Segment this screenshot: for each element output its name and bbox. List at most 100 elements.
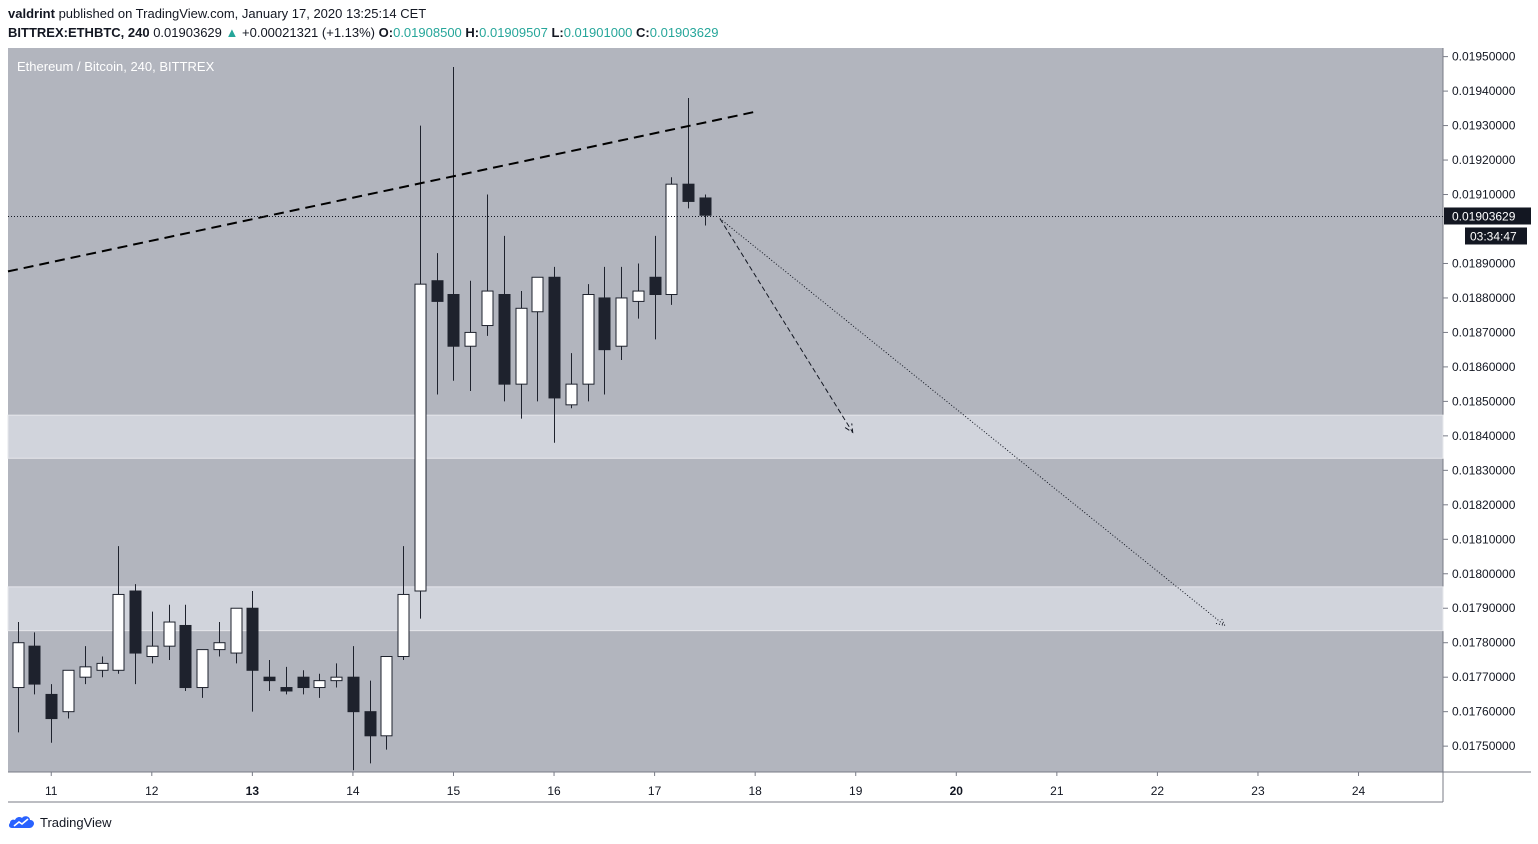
candle[interactable] bbox=[263, 659, 276, 691]
price-axis[interactable] bbox=[1443, 48, 1531, 772]
candle[interactable] bbox=[582, 284, 595, 402]
y-tick-label: 0.01810000 bbox=[1452, 532, 1516, 546]
y-tick-label: 0.01840000 bbox=[1452, 429, 1516, 443]
countdown-tag bbox=[1465, 227, 1527, 245]
support-zone-2[interactable] bbox=[7, 586, 1444, 632]
candle-body-up bbox=[79, 666, 92, 678]
candle[interactable] bbox=[447, 66, 460, 381]
candle-body-up bbox=[230, 607, 243, 654]
support-zone-1[interactable] bbox=[7, 414, 1444, 459]
candle[interactable] bbox=[565, 353, 578, 409]
open-label: O: bbox=[378, 25, 394, 40]
candle-body-up bbox=[163, 621, 176, 647]
candle[interactable] bbox=[464, 280, 477, 392]
candle[interactable] bbox=[498, 235, 511, 402]
candle[interactable] bbox=[531, 276, 544, 402]
x-tick-label: 14 bbox=[346, 784, 360, 798]
x-tick-label: 13 bbox=[246, 784, 260, 798]
candle[interactable] bbox=[213, 622, 226, 657]
candle[interactable] bbox=[615, 266, 628, 361]
candle[interactable] bbox=[515, 291, 528, 419]
candle[interactable] bbox=[649, 235, 662, 340]
candle-body-up bbox=[213, 642, 226, 651]
candle[interactable] bbox=[196, 649, 209, 698]
candle[interactable] bbox=[297, 670, 310, 695]
candle[interactable] bbox=[12, 622, 25, 733]
tradingview-logo[interactable]: TradingView bbox=[8, 814, 112, 830]
candle[interactable] bbox=[699, 194, 712, 226]
y-tick-label: 0.01930000 bbox=[1452, 119, 1516, 133]
candle[interactable] bbox=[380, 656, 393, 750]
candle-body-down bbox=[246, 607, 259, 671]
y-tick-label: 0.01800000 bbox=[1452, 567, 1516, 581]
candle[interactable] bbox=[632, 263, 645, 319]
change-arrow-icon: ▲ bbox=[225, 25, 239, 40]
price-change: +0.00021321 (+1.13%) bbox=[242, 25, 376, 40]
candle[interactable] bbox=[79, 646, 92, 685]
candle[interactable] bbox=[330, 663, 343, 688]
candle[interactable] bbox=[364, 680, 377, 764]
candle[interactable] bbox=[347, 646, 360, 771]
y-tick-label: 0.01950000 bbox=[1452, 50, 1516, 64]
candle-body-down bbox=[548, 276, 561, 399]
candle-body-up bbox=[146, 645, 159, 658]
y-tick-label: 0.01820000 bbox=[1452, 498, 1516, 512]
target-arrow-dotted[interactable] bbox=[719, 218, 1226, 627]
candle[interactable] bbox=[665, 177, 678, 305]
candle-body-down bbox=[431, 280, 444, 302]
candle-body-down bbox=[28, 645, 41, 685]
y-tick-label: 0.01790000 bbox=[1452, 601, 1516, 615]
last-price-tag[interactable] bbox=[1444, 207, 1531, 225]
candle[interactable] bbox=[414, 125, 427, 619]
symbol-info: BITTREX:ETHBTC, 240 0.01903629 ▲ +0.0002… bbox=[8, 25, 718, 40]
x-tick-label: 12 bbox=[145, 784, 159, 798]
candle[interactable] bbox=[96, 656, 109, 678]
candle[interactable] bbox=[230, 607, 243, 664]
candle[interactable] bbox=[163, 604, 176, 660]
candle-body-up bbox=[112, 593, 125, 671]
time-axis[interactable] bbox=[8, 772, 1443, 802]
candle[interactable] bbox=[179, 604, 192, 691]
close-value: 0.01903629 bbox=[649, 25, 719, 40]
candle[interactable] bbox=[598, 266, 611, 395]
target-arrow-dotted-head bbox=[1215, 617, 1226, 627]
candle[interactable] bbox=[112, 546, 125, 674]
candle-body-up bbox=[12, 642, 25, 689]
candle-body-up bbox=[665, 183, 678, 296]
candle[interactable] bbox=[62, 669, 75, 719]
candle[interactable] bbox=[280, 666, 293, 695]
candle[interactable] bbox=[313, 673, 326, 698]
target-arrow-dashed-line bbox=[719, 218, 854, 433]
candle[interactable] bbox=[682, 97, 695, 209]
target-arrow-dashed[interactable] bbox=[719, 218, 854, 434]
candle-body-down bbox=[347, 676, 360, 713]
y-tick-label: 0.01770000 bbox=[1452, 670, 1516, 684]
candle-body-down bbox=[699, 197, 712, 216]
candle[interactable] bbox=[548, 266, 561, 443]
candle[interactable] bbox=[397, 546, 410, 660]
candle-body-down bbox=[364, 711, 377, 737]
chart-title: Ethereum / Bitcoin, 240, BITTREX bbox=[17, 59, 215, 74]
candle[interactable] bbox=[146, 611, 159, 664]
brand-name: TradingView bbox=[40, 814, 112, 830]
candle[interactable] bbox=[129, 584, 142, 685]
candle-body-down bbox=[598, 297, 611, 351]
candle-body-up bbox=[464, 331, 477, 347]
x-tick-label: 24 bbox=[1352, 784, 1366, 798]
low-value: 0.01901000 bbox=[563, 25, 633, 40]
target-arrow-dashed-head bbox=[844, 423, 854, 434]
candle[interactable] bbox=[45, 684, 58, 743]
plot-background[interactable] bbox=[8, 48, 1443, 772]
candle[interactable] bbox=[481, 194, 494, 336]
close-label: C: bbox=[636, 25, 650, 40]
published-text: published on TradingView.com, January 17… bbox=[54, 6, 427, 21]
y-tick-label: 0.01870000 bbox=[1452, 325, 1516, 339]
candle-body-down bbox=[263, 676, 276, 682]
author-name[interactable]: valdrint bbox=[8, 6, 55, 21]
y-tick-label: 0.01780000 bbox=[1452, 636, 1516, 650]
candle[interactable] bbox=[28, 632, 41, 695]
candle[interactable] bbox=[246, 591, 259, 712]
candle[interactable] bbox=[431, 253, 444, 395]
candle-body-up bbox=[515, 307, 528, 385]
